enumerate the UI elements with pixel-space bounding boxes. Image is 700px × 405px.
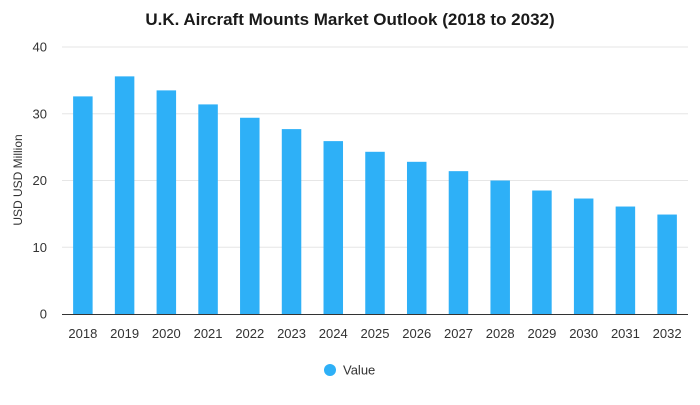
x-tick-label: 2020 [152, 326, 181, 341]
y-axis-ticks: 0 10 20 30 40 [33, 40, 47, 322]
y-tick-label: 10 [33, 240, 47, 255]
bar-2024[interactable] [323, 141, 344, 314]
bar-2021[interactable] [198, 104, 218, 314]
bar-2028[interactable] [490, 180, 510, 315]
bar-2030[interactable] [573, 198, 594, 314]
bar-2018[interactable] [73, 96, 93, 315]
bar-2023[interactable] [281, 129, 302, 314]
x-tick-label: 2024 [319, 326, 348, 341]
legend-swatch [324, 364, 336, 376]
chart-title: U.K. Aircraft Mounts Market Outlook (201… [145, 10, 554, 29]
x-tick-label: 2023 [277, 326, 306, 341]
x-tick-label: 2027 [444, 326, 473, 341]
x-tick-label: 2030 [569, 326, 598, 341]
y-tick-label: 0 [40, 307, 47, 322]
y-tick-label: 20 [33, 173, 47, 188]
x-tick-label: 2029 [527, 326, 556, 341]
x-tick-label: 2021 [194, 326, 223, 341]
x-tick-label: 2019 [110, 326, 139, 341]
bar-2031[interactable] [615, 206, 636, 314]
x-tick-label: 2022 [235, 326, 264, 341]
bar-2032[interactable] [657, 214, 677, 314]
x-tick-label: 2018 [68, 326, 97, 341]
y-tick-label: 30 [33, 106, 47, 121]
x-tick-label: 2026 [402, 326, 431, 341]
y-axis-label: USD USD Million [11, 134, 25, 225]
y-tick-label: 40 [33, 40, 47, 55]
bar-2029[interactable] [532, 190, 552, 314]
bar-2020[interactable] [156, 90, 177, 314]
x-tick-label: 2032 [653, 326, 682, 341]
bar-2022[interactable] [240, 117, 260, 314]
bar-2025[interactable] [365, 151, 385, 314]
bar-2026[interactable] [406, 161, 427, 314]
legend[interactable]: Value [324, 363, 375, 378]
bars [73, 76, 677, 315]
x-tick-label: 2028 [486, 326, 515, 341]
legend-label-value: Value [343, 363, 375, 378]
x-axis-ticks: 2018 2019 2020 2021 2022 2023 2024 2025 2026 2027… [68, 326, 681, 341]
x-tick-label: 2025 [361, 326, 390, 341]
bar-2019[interactable] [114, 76, 135, 315]
x-tick-label: 2031 [611, 326, 640, 341]
bar-2027[interactable] [448, 171, 469, 314]
